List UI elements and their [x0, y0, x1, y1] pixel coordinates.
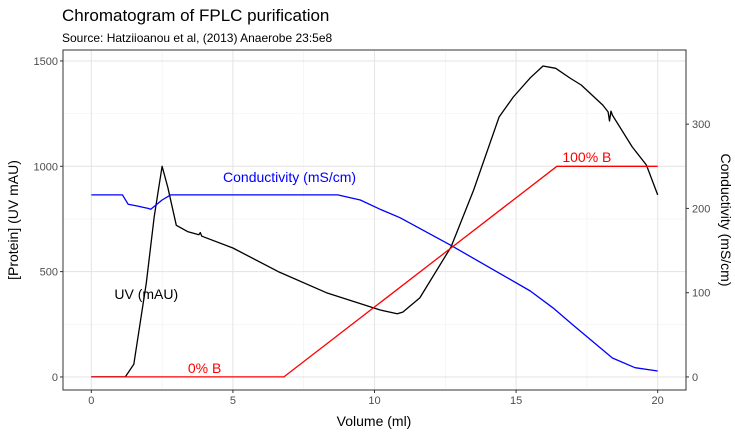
- annotation-label: Conductivity (mS/cm): [223, 169, 356, 185]
- series-line-0: [91, 65, 659, 378]
- x-tick-label: 10: [368, 395, 380, 407]
- annotation-label: 100% B: [562, 149, 611, 165]
- y-axis-label: [Protein] (UV mAU): [5, 160, 21, 280]
- x-tick-label: 0: [88, 395, 94, 407]
- y2-tick-label: 200: [692, 203, 710, 215]
- x-tick-label: 20: [652, 395, 664, 407]
- chart-subtitle: Source: Hatziioanou et al, (2013) Anaero…: [62, 31, 333, 45]
- y2-tick-label: 300: [692, 119, 710, 131]
- y-tick-label: 500: [40, 267, 58, 279]
- series-line-2: [91, 165, 658, 378]
- y-tick-label: 1500: [34, 56, 58, 68]
- y-tick-label: 1000: [34, 161, 58, 173]
- annotation-label: UV (mAU): [114, 286, 178, 302]
- grid: [63, 50, 686, 390]
- annotation-label: 0% B: [188, 360, 221, 376]
- series-line-1: [91, 194, 658, 372]
- chart-title: Chromatogram of FPLC purification: [62, 6, 329, 25]
- y-tick-label: 0: [52, 372, 58, 384]
- y2-tick-label: 100: [692, 288, 710, 300]
- annotations: UV (mAU) Conductivity (mS/cm) 0% B 100% B: [114, 149, 611, 376]
- series-lines: [91, 65, 659, 378]
- y2-axis-label: Conductivity (mS/cm): [718, 153, 734, 286]
- x-tick-label: 15: [510, 395, 522, 407]
- x-tick-label: 5: [230, 395, 236, 407]
- y2-tick-label: 0: [692, 372, 698, 384]
- x-axis-label: Volume (ml): [337, 413, 412, 429]
